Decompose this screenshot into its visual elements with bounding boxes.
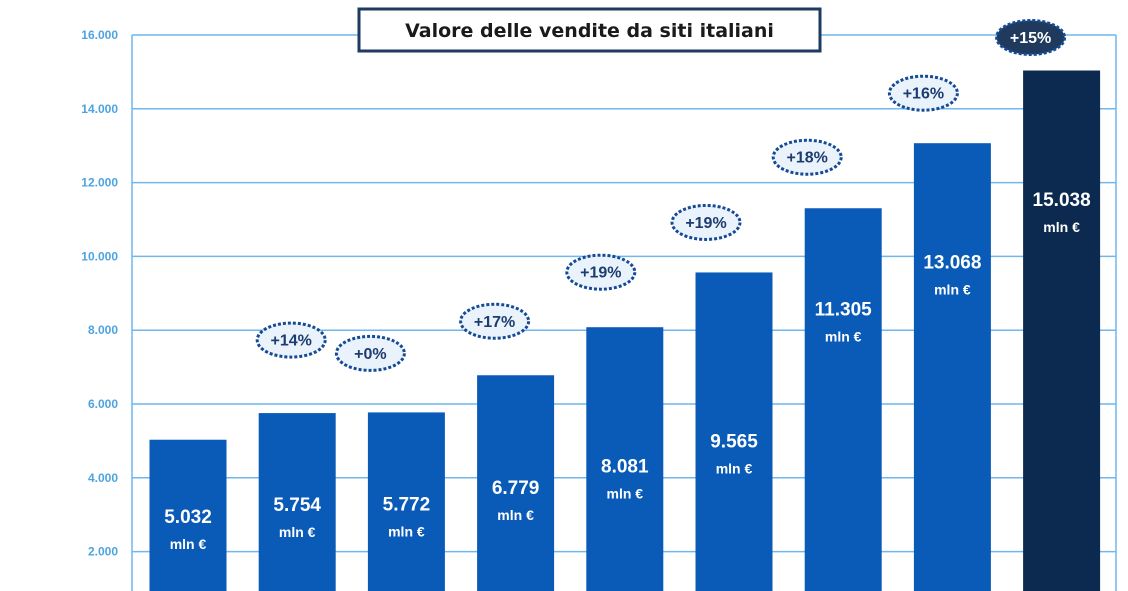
growth-bubble: +16% (887, 74, 959, 112)
growth-bubble: +15% (995, 18, 1067, 56)
growth-bubble-shape (565, 253, 637, 291)
bar-unit-label: mln € (388, 524, 425, 540)
growth-label: +19% (685, 215, 726, 232)
bar-value-label: 5.032 (164, 507, 212, 528)
growth-bubble: +17% (459, 302, 531, 340)
growth-bubble-shape (887, 74, 959, 112)
growth-bubble-shape (459, 302, 531, 340)
bars (149, 70, 1101, 591)
y-tick-label: 2.000 (88, 545, 118, 559)
bar (367, 412, 445, 591)
bar-value-label: 11.305 (815, 299, 872, 320)
chart-title-box: Valore delle vendite da siti italiani (357, 7, 822, 53)
bar-unit-label: mln € (279, 524, 316, 540)
y-tick-label: 4.000 (88, 471, 118, 485)
bar (695, 272, 773, 591)
bar-value-label: 5.754 (273, 495, 321, 516)
bar-unit-label: mln € (607, 485, 644, 501)
y-tick-label: 12.000 (81, 176, 118, 190)
growth-label: +0% (354, 346, 386, 363)
y-axis-ticks: 16.000 14.000 12.000 10.000 8.000 6.000 4.000 2… (81, 28, 118, 559)
bar (149, 439, 227, 591)
bar-unit-label: mln € (825, 328, 862, 344)
y-tick-label: 6.000 (88, 397, 118, 411)
bar-unit-label: mln € (1043, 219, 1080, 235)
bar-value-label: 15.038 (1033, 190, 1091, 211)
growth-bubble: +0% (334, 334, 406, 372)
bar (1023, 70, 1101, 591)
bar-unit-label: mln € (934, 282, 971, 298)
growth-label: +14% (271, 333, 312, 350)
growth-bubble-shape (995, 18, 1067, 56)
bar-value-label: 5.772 (383, 495, 431, 516)
growth-bubble: +19% (565, 253, 637, 291)
growth-label: +17% (474, 314, 515, 331)
bar (913, 143, 991, 591)
y-tick-label: 8.000 (88, 323, 118, 337)
y-tick-label: 16.000 (81, 28, 118, 42)
growth-bubbles: +14% +0% +17% +19% +19% +18% +16% +15% (255, 18, 1067, 372)
bar-unit-label: mln € (497, 507, 534, 523)
bar (477, 375, 555, 591)
growth-bubble-shape (255, 321, 327, 359)
growth-bubble-shape (334, 334, 406, 372)
bar-value-label: 8.081 (601, 456, 649, 477)
y-tick-label: 14.000 (81, 102, 118, 116)
growth-bubble: +19% (670, 203, 742, 241)
bar-value-label: 9.565 (710, 432, 758, 453)
bar (804, 208, 882, 591)
growth-bubble-shape (771, 138, 843, 176)
growth-bubble: +14% (255, 321, 327, 359)
bar-value-label: 13.068 (923, 253, 981, 274)
growth-label: +15% (1010, 30, 1051, 47)
chart-title: Valore delle vendite da siti italiani (405, 20, 774, 42)
bar-unit-label: mln € (170, 536, 207, 552)
growth-bubble: +18% (771, 138, 843, 176)
bar-value-labels: 5.032 mln € 5.754 mln € 5.772 mln € 6.779 mln €… (164, 190, 1090, 552)
bar-value-label: 6.779 (492, 478, 540, 499)
growth-label: +19% (580, 265, 621, 282)
bar (258, 413, 336, 591)
growth-label: +16% (903, 86, 944, 103)
y-tick-label: 10.000 (81, 249, 118, 263)
bar (586, 327, 664, 591)
bar-unit-label: mln € (716, 461, 753, 477)
growth-label: +18% (787, 150, 828, 167)
growth-bubble-shape (670, 203, 742, 241)
